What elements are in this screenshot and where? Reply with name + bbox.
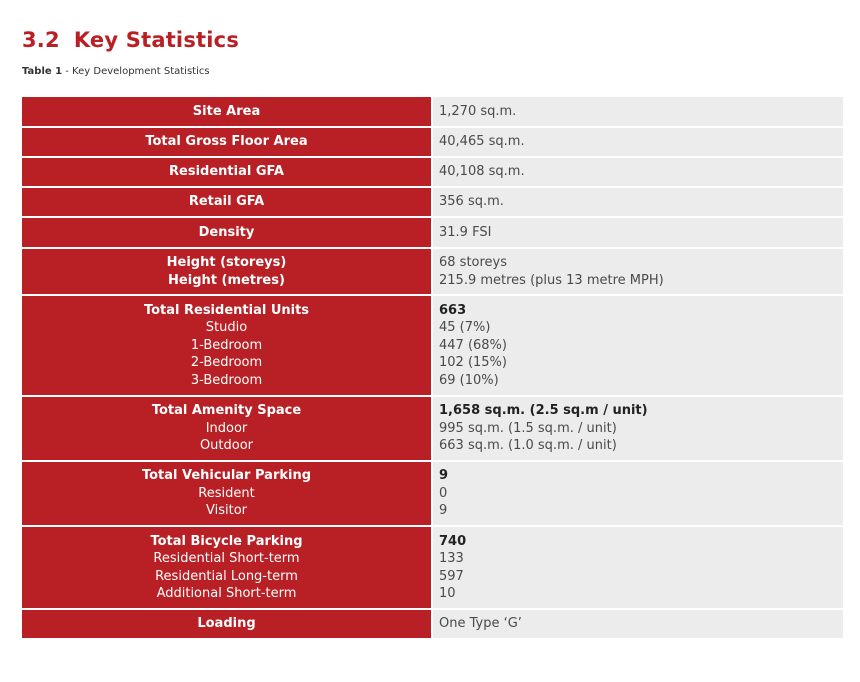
row-value: 40,108 sq.m. <box>439 164 525 180</box>
row-value-cell: 356 sq.m. <box>432 187 843 218</box>
row-sublabel: Visitor <box>206 503 247 519</box>
row-label-cell: Total Gross Floor Area <box>22 127 433 158</box>
row-value-total: 9 <box>439 468 449 484</box>
row-value-cell: One Type ‘G’ <box>432 609 843 640</box>
row-sublabel: 1-Bedroom <box>190 337 263 353</box>
table-caption-text: - Key Development Statistics <box>62 66 210 77</box>
row-value: 0 <box>439 485 448 501</box>
table-row: Residential GFA 40,108 sq.m. <box>22 157 843 188</box>
row-label-cell: Density <box>22 217 433 249</box>
row-value-cell: 1,658 sq.m. (2.5 sq.m / unit) 995 sq.m. … <box>432 396 843 462</box>
row-label-cell: Residential GFA <box>22 157 433 188</box>
section-heading: 3.2 Key Statistics <box>22 28 239 52</box>
row-label-cell: Total Vehicular Parking Resident Visitor <box>22 461 433 527</box>
row-label: Total Vehicular Parking <box>141 468 312 484</box>
table-row: Total Vehicular Parking Resident Visitor… <box>22 461 843 527</box>
row-value: 68 storeys <box>439 255 508 271</box>
row-value-total: 1,658 sq.m. (2.5 sq.m / unit) <box>439 403 648 419</box>
row-sublabel: Residential Long-term <box>155 568 298 584</box>
row-value: 1,270 sq.m. <box>439 103 517 119</box>
row-value-total: 740 <box>439 533 467 549</box>
row-sublabel: Studio <box>205 320 248 336</box>
row-value: 102 (15%) <box>439 355 507 371</box>
row-sublabel: 2-Bedroom <box>190 355 263 371</box>
row-value: 9 <box>439 503 448 519</box>
section-title: Key Statistics <box>73 28 240 52</box>
row-label: Total Residential Units <box>143 302 310 318</box>
row-value: 663 sq.m. (1.0 sq.m. / unit) <box>439 438 617 454</box>
table-row: Loading One Type ‘G’ <box>22 609 843 640</box>
key-statistics-table: Site Area 1,270 sq.m. Total Gross Floor … <box>22 97 843 640</box>
row-value: 40,465 sq.m. <box>439 134 525 150</box>
row-value: 447 (68%) <box>439 337 507 353</box>
table-row: Total Gross Floor Area 40,465 sq.m. <box>22 127 843 158</box>
row-value-cell: 31.9 FSI <box>432 217 843 249</box>
row-sublabel: Residential Short-term <box>153 551 300 567</box>
row-value-cell: 1,270 sq.m. <box>432 97 843 128</box>
row-label: Total Amenity Space <box>151 403 302 419</box>
row-value: 45 (7%) <box>439 320 491 336</box>
row-sublabel: Outdoor <box>199 438 254 454</box>
row-label-cell: Retail GFA <box>22 187 433 218</box>
table-row: Total Amenity Space Indoor Outdoor 1,658… <box>22 396 843 462</box>
row-label: Total Gross Floor Area <box>145 134 308 150</box>
row-value: 133 <box>439 551 464 567</box>
row-label-cell: Total Amenity Space Indoor Outdoor <box>22 396 433 462</box>
table-row: Retail GFA 356 sq.m. <box>22 187 843 218</box>
row-value-cell: 68 storeys 215.9 metres (plus 13 metre M… <box>432 248 843 296</box>
row-value-cell: 663 45 (7%) 447 (68%) 102 (15%) 69 (10%) <box>432 295 843 397</box>
table-row: Total Residential Units Studio 1-Bedroom… <box>22 295 843 397</box>
row-sublabel: 3-Bedroom <box>190 372 263 388</box>
row-value: 356 sq.m. <box>439 194 504 210</box>
row-value-cell: 740 133 597 10 <box>432 526 843 610</box>
table-row: Total Bicycle Parking Residential Short-… <box>22 526 843 610</box>
row-value: 995 sq.m. (1.5 sq.m. / unit) <box>439 420 617 436</box>
row-label-cell: Total Bicycle Parking Residential Short-… <box>22 526 433 610</box>
row-label: Height (metres) <box>168 272 285 288</box>
row-label: Total Bicycle Parking <box>150 533 303 549</box>
row-value-cell: 40,108 sq.m. <box>432 157 843 188</box>
section-number: 3.2 <box>22 28 60 52</box>
row-value-cell: 9 0 9 <box>432 461 843 527</box>
row-label: Residential GFA <box>169 164 284 180</box>
row-label-cell: Height (storeys) Height (metres) <box>22 248 433 296</box>
row-value: 215.9 metres (plus 13 metre MPH) <box>439 272 664 288</box>
row-label: Site Area <box>192 103 261 119</box>
row-value: 31.9 FSI <box>439 224 492 240</box>
table-row: Site Area 1,270 sq.m. <box>22 97 843 128</box>
table-caption: Table 1 - Key Development Statistics <box>22 66 210 77</box>
row-value-cell: 40,465 sq.m. <box>432 127 843 158</box>
row-label-cell: Loading <box>22 609 433 640</box>
row-label: Loading <box>197 616 256 632</box>
table-caption-label: Table 1 <box>22 66 63 77</box>
row-label: Height (storeys) <box>166 255 287 271</box>
table-row: Height (storeys) Height (metres) 68 stor… <box>22 248 843 296</box>
row-label: Density <box>198 224 255 240</box>
row-value: 10 <box>439 585 456 601</box>
row-sublabel: Additional Short-term <box>156 585 297 601</box>
row-sublabel: Indoor <box>205 420 248 436</box>
row-value: One Type ‘G’ <box>439 616 522 632</box>
row-value-total: 663 <box>439 302 467 318</box>
row-value: 69 (10%) <box>439 372 499 388</box>
row-sublabel: Resident <box>198 485 255 501</box>
row-label-cell: Total Residential Units Studio 1-Bedroom… <box>22 295 433 397</box>
table-row: Density 31.9 FSI <box>22 217 843 249</box>
row-value: 597 <box>439 568 464 584</box>
row-label-cell: Site Area <box>22 97 433 128</box>
row-label: Retail GFA <box>188 194 265 210</box>
